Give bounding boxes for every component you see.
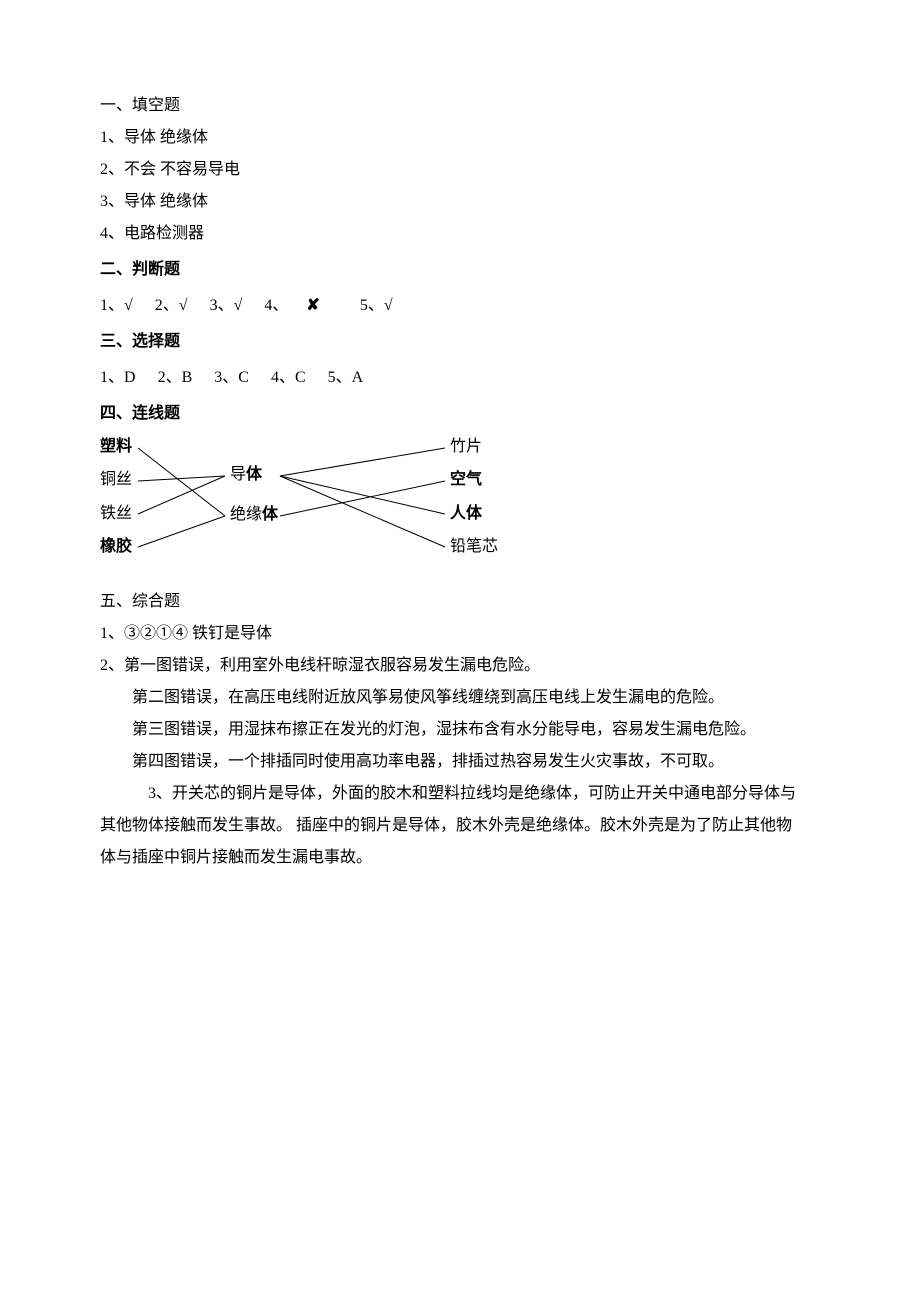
matching-left-column: 塑料 铜丝 铁丝 橡胶 [100, 436, 132, 559]
comprehensive-q2-lead: 2、第一图错误，利用室外电线杆晾湿衣服容易发生漏电危险。 [100, 650, 820, 682]
tf-answer: 4、✘ [264, 297, 337, 314]
tf-answer: 1、√ [100, 297, 133, 314]
match-right-item: 竹片 [450, 436, 498, 458]
match-left-item: 铜丝 [100, 469, 132, 491]
match-right-item: 空气 [450, 469, 498, 491]
mc-answer: 3、C [214, 369, 249, 386]
mc-answer: 1、D [100, 369, 136, 386]
mc-answer: 2、B [158, 369, 193, 386]
section-3-heading: 三、选择题 [100, 326, 820, 358]
multiple-choice-answers: 1、D 2、B 3、C 4、C 5、A [100, 362, 820, 394]
matching-mid-column: 导体 绝缘体 [230, 464, 278, 527]
mc-answer: 5、A [328, 369, 364, 386]
mc-answer: 4、C [271, 369, 306, 386]
comprehensive-q3-lead: 3、开关芯的铜片是导体，外面的胶木和塑料拉线均是绝缘体，可防止开关中通电部分导体… [100, 778, 820, 810]
section-1-heading: 一、填空题 [100, 90, 820, 122]
comprehensive-q3-line: 其他物体接触而发生事故。 插座中的铜片是导体，胶木外壳是绝缘体。胶木外壳是为了防… [100, 810, 820, 842]
tf-answer: 5、√ [360, 297, 393, 314]
match-left-item: 塑料 [100, 436, 132, 458]
fill-blank-item: 4、电路检测器 [100, 218, 820, 250]
comprehensive-q1: 1、③②①④ 铁钉是导体 [100, 618, 820, 650]
comprehensive-q2-line: 第二图错误，在高压电线附近放风筝易使风筝线缠绕到高压电线上发生漏电的危险。 [100, 682, 820, 714]
true-false-answers: 1、√ 2、√ 3、√ 4、✘ 5、√ [100, 290, 820, 322]
match-mid-item: 导体 [230, 464, 278, 486]
match-left-item: 铁丝 [100, 503, 132, 525]
match-left-item: 橡胶 [100, 536, 132, 558]
matching-diagram: 塑料 铜丝 铁丝 橡胶 导体 绝缘体 竹片 空气 人体 铅笔芯 [100, 436, 530, 576]
fill-blank-item: 2、不会 不容易导电 [100, 154, 820, 186]
section-5-heading: 五、综合题 [100, 586, 820, 618]
tf-answer: 3、√ [210, 297, 243, 314]
match-mid-item: 绝缘体 [230, 504, 278, 526]
wrong-mark-icon: ✘ [306, 297, 319, 314]
matching-right-column: 竹片 空气 人体 铅笔芯 [450, 436, 498, 559]
section-2-heading: 二、判断题 [100, 254, 820, 286]
fill-blank-item: 1、导体 绝缘体 [100, 122, 820, 154]
tf-answer: 2、√ [155, 297, 188, 314]
comprehensive-q2-line: 第三图错误，用湿抹布擦正在发光的灯泡，湿抹布含有水分能导电，容易发生漏电危险。 [100, 714, 820, 746]
comprehensive-q3-line: 体与插座中铜片接触而发生漏电事故。 [100, 842, 820, 874]
fill-blank-item: 3、导体 绝缘体 [100, 186, 820, 218]
match-right-item: 人体 [450, 503, 498, 525]
match-right-item: 铅笔芯 [450, 536, 498, 558]
comprehensive-q2-line: 第四图错误，一个排插同时使用高功率电器，排插过热容易发生火灾事故，不可取。 [100, 746, 820, 778]
section-4-heading: 四、连线题 [100, 398, 820, 430]
